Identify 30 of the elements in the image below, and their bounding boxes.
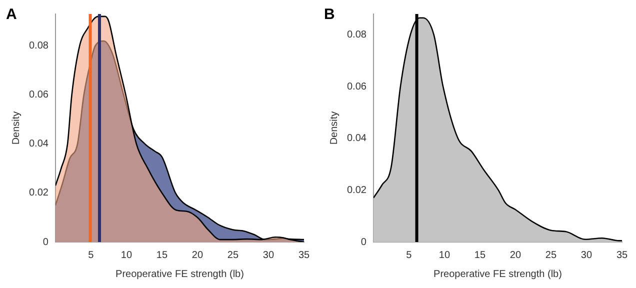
y-tick-label: 0.06 xyxy=(346,81,367,92)
x-tick-label: 25 xyxy=(545,250,557,261)
y-tick-label: 0.08 xyxy=(28,40,49,52)
x-tick-label: 10 xyxy=(438,250,450,261)
y-tick-label: 0.04 xyxy=(28,138,49,150)
x-axis-title: Preoperative FE strength (lb) xyxy=(116,268,244,280)
y-axis-title: Density xyxy=(328,111,340,145)
x-tick-label: 35 xyxy=(616,250,628,261)
y-tick-label: 0.02 xyxy=(28,188,49,199)
x-tick-label: 25 xyxy=(227,250,239,261)
x-tick-label: 5 xyxy=(406,250,412,261)
y-tick-label: 0.06 xyxy=(28,90,49,101)
y-tick-label: 0.08 xyxy=(346,29,367,40)
x-tick-label: 30 xyxy=(580,250,592,261)
y-tick-label: 0 xyxy=(360,236,367,248)
x-tick-label: 5 xyxy=(88,250,94,261)
x-axis-title: Preoperative FE strength (lb) xyxy=(434,268,562,280)
x-tick-label: 35 xyxy=(298,250,310,261)
x-tick-label: 20 xyxy=(510,250,522,261)
x-tick-label: 10 xyxy=(120,250,132,261)
y-tick-label: 0.02 xyxy=(346,184,367,196)
x-tick-label: 20 xyxy=(192,250,204,261)
y-tick-label: 0 xyxy=(42,236,49,248)
chart-title: A xyxy=(6,6,17,24)
x-tick-label: 15 xyxy=(156,250,168,261)
x-tick-label: 15 xyxy=(474,250,486,261)
y-axis-title: Density xyxy=(10,111,22,145)
x-tick-label: 30 xyxy=(262,250,274,261)
y-tick-label: 0.04 xyxy=(346,133,367,144)
chart-title: B xyxy=(324,6,335,24)
